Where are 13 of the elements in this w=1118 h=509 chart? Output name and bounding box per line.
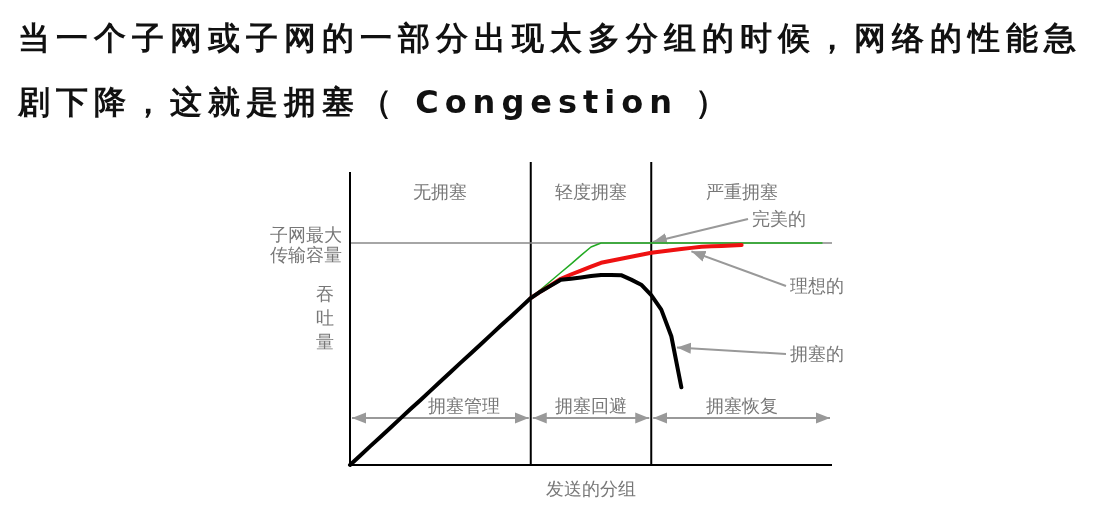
y-axis-title: 吞吐量 <box>316 283 334 352</box>
ref-line-label: 子网最大传输容量 <box>270 224 342 265</box>
annotation: 拥塞管理 <box>428 395 501 416</box>
text: 理想的 <box>790 275 844 296</box>
text: 严重拥塞 <box>705 181 778 202</box>
text: 轻度拥塞 <box>555 181 627 202</box>
series-label: 完美的 <box>752 208 806 229</box>
annotation: 拥塞恢复 <box>705 395 778 416</box>
text: 拥塞的 <box>790 343 844 364</box>
x-axis-title: 发送的分组 <box>546 478 636 499</box>
text: 无拥塞 <box>413 181 468 202</box>
annotation: 拥塞回避 <box>555 395 627 416</box>
chart-title: 当一个子网或子网的一部分出现太多分组的时候，网络的性能急剧下降，这就是拥塞（ Congestion ） <box>18 18 1083 123</box>
